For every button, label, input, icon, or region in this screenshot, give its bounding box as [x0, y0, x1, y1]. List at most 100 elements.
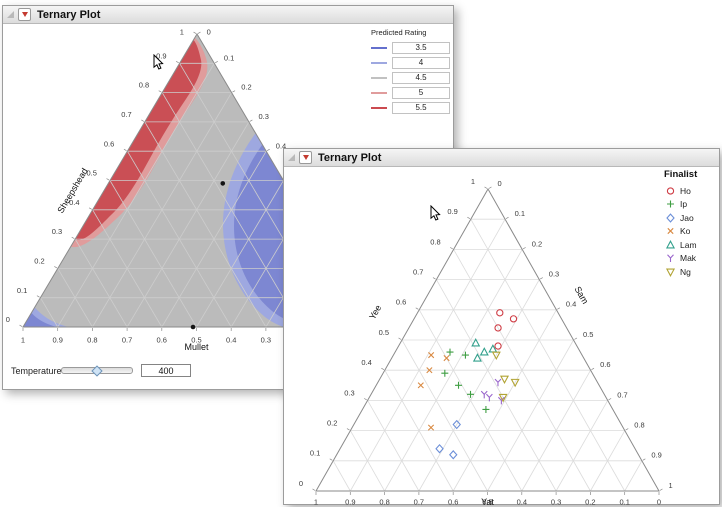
- series-Ng[interactable]: [491, 351, 520, 403]
- marker-circle[interactable]: [496, 309, 504, 317]
- svg-text:0: 0: [6, 315, 10, 324]
- marker-diamond[interactable]: [435, 443, 444, 454]
- temperature-slider-track[interactable]: [61, 364, 133, 377]
- legend-item[interactable]: 3.5: [371, 40, 455, 55]
- marker-diamond[interactable]: [666, 213, 675, 223]
- legend-item[interactable]: 4.5: [371, 70, 455, 85]
- legend-item[interactable]: Ho: [664, 184, 718, 198]
- legend-item[interactable]: Ko: [664, 225, 718, 239]
- window-title: Ternary Plot: [37, 8, 101, 21]
- marker-y[interactable]: [667, 254, 674, 263]
- svg-text:0.2: 0.2: [585, 498, 595, 507]
- data-point[interactable]: [190, 324, 196, 330]
- legend-label: Ng: [680, 266, 691, 277]
- marker-triangle-up[interactable]: [665, 239, 676, 249]
- legend-predicted-rating: Predicted Rating 3.5 4 4.5 5 5.5: [371, 28, 455, 115]
- marker-triangle-up[interactable]: [472, 353, 482, 362]
- svg-text:0.9: 0.9: [156, 51, 166, 60]
- svg-text:0: 0: [207, 28, 211, 37]
- marker-plus[interactable]: [446, 348, 454, 356]
- svg-text:0.2: 0.2: [241, 83, 251, 92]
- legend-item[interactable]: Ng: [664, 265, 718, 279]
- svg-text:0.8: 0.8: [430, 237, 440, 246]
- red-triangle-menu-icon[interactable]: [18, 8, 31, 21]
- marker-circle[interactable]: [666, 187, 675, 195]
- svg-text:0.4: 0.4: [226, 335, 236, 344]
- legend-line-swatch: [371, 106, 387, 109]
- titlebar[interactable]: Ternary Plot: [3, 6, 453, 24]
- marker-x[interactable]: [426, 367, 433, 374]
- marker-y[interactable]: [480, 390, 488, 399]
- axis-label-left: Yee: [367, 303, 383, 321]
- marker-diamond[interactable]: [449, 450, 458, 460]
- marker-triangle-up[interactable]: [471, 338, 481, 347]
- svg-text:0.7: 0.7: [413, 268, 423, 277]
- svg-text:0: 0: [497, 179, 501, 188]
- marker-triangle-down[interactable]: [491, 351, 501, 361]
- svg-text:0.8: 0.8: [634, 421, 644, 430]
- legend-item[interactable]: Jao: [664, 211, 718, 225]
- marker-circle[interactable]: [494, 342, 502, 350]
- marker-triangle-down[interactable]: [510, 378, 520, 388]
- marker-triangle-down[interactable]: [498, 393, 508, 403]
- svg-text:0.9: 0.9: [52, 335, 62, 344]
- series-Jao[interactable]: [435, 419, 461, 460]
- legend-marker-Ho: [666, 187, 675, 195]
- collapse-triangle-icon[interactable]: [7, 11, 14, 18]
- series-Ho[interactable]: [494, 309, 518, 350]
- legend-finalist: Finalist Ho Ip Jao Ko Lam Mak Ng: [664, 169, 718, 279]
- svg-text:0.3: 0.3: [261, 335, 271, 344]
- legend-item[interactable]: Ip: [664, 198, 718, 212]
- collapse-triangle-icon[interactable]: [288, 154, 295, 161]
- legend-item[interactable]: Lam: [664, 238, 718, 252]
- marker-plus[interactable]: [467, 390, 475, 398]
- series-Lam[interactable]: [471, 338, 498, 362]
- svg-text:0.4: 0.4: [69, 198, 79, 207]
- legend-title: Predicted Rating: [371, 28, 427, 37]
- marker-plus[interactable]: [455, 381, 463, 389]
- svg-text:0.1: 0.1: [17, 286, 27, 295]
- marker-triangle-up[interactable]: [479, 347, 489, 356]
- svg-text:0.1: 0.1: [310, 449, 320, 458]
- titlebar[interactable]: Ternary Plot: [284, 149, 719, 167]
- legend-value: 5: [392, 86, 450, 99]
- legend-item[interactable]: 5: [371, 85, 455, 100]
- series-Ko[interactable]: [417, 352, 450, 431]
- marker-diamond[interactable]: [452, 419, 461, 430]
- data-point[interactable]: [220, 181, 226, 186]
- series-Ip[interactable]: [441, 348, 490, 413]
- marker-y[interactable]: [494, 378, 502, 387]
- triangle-border: [315, 187, 660, 492]
- temperature-value-input[interactable]: [141, 364, 191, 377]
- marker-plus[interactable]: [482, 405, 490, 413]
- temperature-slider-thumb[interactable]: [91, 364, 103, 377]
- marker-y[interactable]: [485, 393, 493, 402]
- svg-text:1: 1: [668, 481, 672, 490]
- marker-x[interactable]: [417, 382, 424, 389]
- legend-item[interactable]: 4: [371, 55, 455, 70]
- marker-plus[interactable]: [667, 200, 674, 208]
- ternary-plot-scatter[interactable]: 1 0.9 0.8 0.7 0.6 0.5 0.4 0.3 0.2 0.1 0 Yee 0 0.1 0.2 0…: [284, 167, 721, 506]
- svg-text:1: 1: [471, 177, 475, 186]
- marker-triangle-down[interactable]: [665, 268, 676, 277]
- legend-line-swatch: [371, 61, 387, 64]
- svg-text:0.2: 0.2: [327, 419, 337, 428]
- red-triangle-menu-icon[interactable]: [299, 151, 312, 164]
- legend-item[interactable]: Mak: [664, 252, 718, 266]
- svg-text:0.6: 0.6: [157, 335, 167, 344]
- marker-plus[interactable]: [461, 351, 469, 359]
- legend-label: Jao: [680, 212, 694, 223]
- marker-x[interactable]: [443, 355, 450, 362]
- marker-plus[interactable]: [441, 369, 449, 377]
- marker-circle[interactable]: [509, 315, 518, 323]
- marker-x[interactable]: [428, 352, 435, 359]
- svg-text:0.7: 0.7: [122, 335, 132, 344]
- marker-circle[interactable]: [494, 324, 502, 332]
- axis-tick-labels: 1 0.9 0.8 0.7 0.6 0.5 0.4 0.3 0.2 0.1 0 Yee 0 0.1 0.2 0…: [299, 177, 673, 506]
- legend-value: 3.5: [392, 41, 450, 54]
- marker-triangle-down[interactable]: [499, 375, 510, 385]
- legend-item[interactable]: 5.5: [371, 100, 455, 115]
- marker-x[interactable]: [667, 228, 674, 235]
- legend-title: Finalist: [664, 169, 698, 180]
- marker-x[interactable]: [427, 424, 435, 431]
